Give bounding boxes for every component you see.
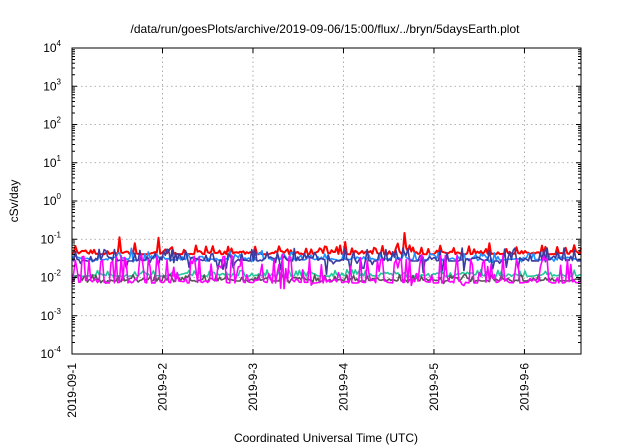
y-tick-label: 10-2 (41, 269, 62, 285)
y-tick-label: 10-4 (41, 345, 62, 361)
x-tick-label: 2019-9-4 (336, 363, 350, 411)
y-ticks: 10-4 10-3 10-2 10-1 100 101 102 103 104 (41, 39, 581, 361)
x-tick-label: 2019-9-2 (155, 363, 169, 411)
y-tick-label: 10-3 (41, 307, 62, 323)
series-line (71, 232, 582, 256)
y-axis-label: cSv/day (7, 180, 21, 223)
y-tick-label: 103 (43, 77, 61, 93)
x-tick-label: 2019-9-3 (246, 363, 260, 411)
series-line (71, 247, 582, 264)
x-ticks: 2019-09-1 2019-9-2 2019-9-3 2019-9-4 2019-9-… (65, 48, 531, 418)
x-tick-label: 2019-9-5 (427, 363, 441, 411)
series-line (71, 268, 582, 278)
y-tick-label: 10-1 (41, 230, 62, 246)
chart-title: /data/run/goesPlots/archive/2019-09-06/1… (131, 22, 521, 36)
x-tick-label: 2019-9-6 (517, 363, 531, 411)
y-tick-label: 102 (43, 116, 61, 132)
y-tick-label: 101 (43, 154, 61, 170)
series-layer (71, 232, 582, 290)
y-tick-label: 104 (43, 39, 61, 55)
x-tick-label: 2019-09-1 (65, 363, 79, 418)
x-axis-label: Coordinated Universal Time (UTC) (234, 431, 418, 445)
series-line (71, 253, 582, 290)
y-tick-label: 100 (43, 192, 61, 208)
grid-layer (72, 48, 581, 354)
